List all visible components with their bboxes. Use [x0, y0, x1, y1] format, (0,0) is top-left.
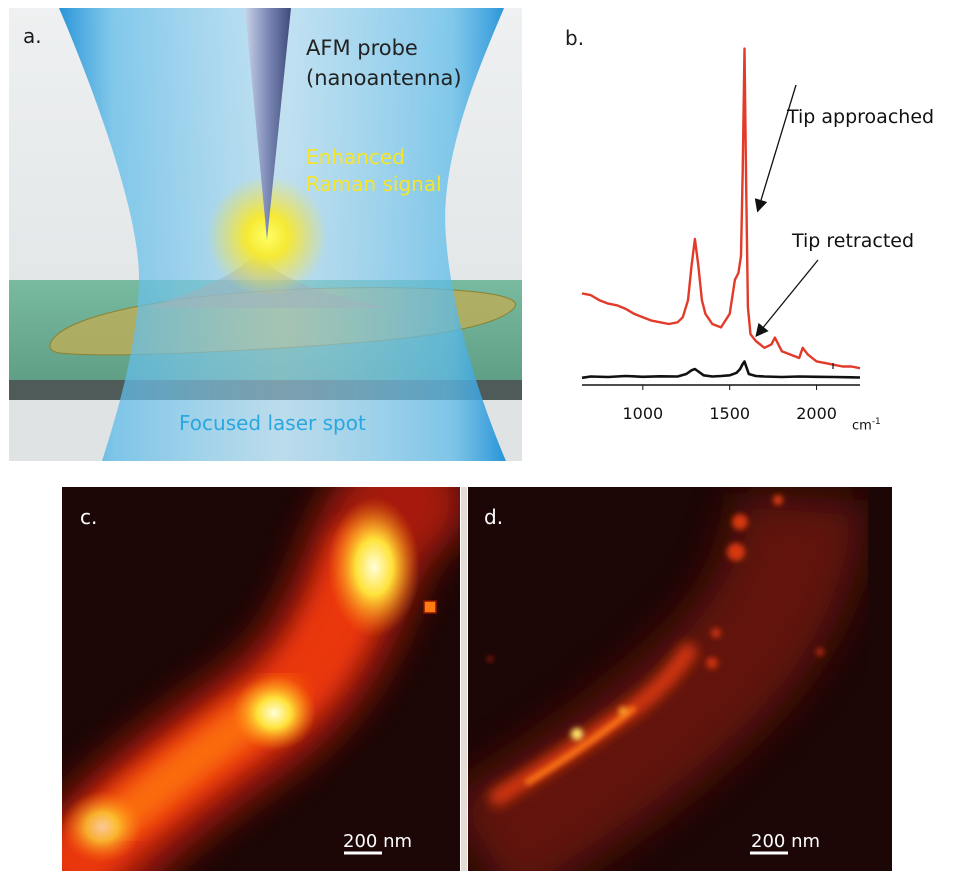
annotation-tip-approached: Tip approached — [787, 106, 935, 128]
panel-b-label: b. — [565, 26, 585, 50]
unit-text: cm — [852, 418, 872, 434]
panel-d-tip-enhanced-image: d. 200 nm — [468, 487, 892, 871]
x-tick-label: 2000 — [796, 404, 837, 423]
panel-a-label: a. — [23, 24, 42, 48]
tip-enhanced-raman-map — [468, 487, 892, 871]
panel-divider — [461, 487, 467, 871]
raman-spectrum-chart: 1000 1500 2000 — [581, 47, 861, 423]
signal-label-line1: Enhanced — [306, 145, 405, 169]
arrow-tip-approached — [754, 84, 797, 213]
panel-d-label: d. — [484, 505, 504, 529]
spectrum-series — [581, 47, 861, 380]
x-tick-label: 1000 — [622, 404, 663, 423]
signal-label-line2: Raman signal — [306, 172, 442, 196]
series-line-tip-approached — [581, 47, 861, 370]
series-line-tip-retracted — [581, 360, 861, 380]
laser-spot-label: Focused laser spot — [179, 411, 366, 435]
scale-bar-label-d: 200 nm — [751, 831, 821, 852]
unit-exponent: -1 — [871, 417, 881, 427]
x-tick-label: 1500 — [709, 404, 750, 423]
panel-c-label: c. — [80, 505, 98, 529]
tip-enhanced-raman-schematic — [9, 8, 522, 461]
scale-bar-label-c: 200 nm — [343, 831, 413, 852]
annotation-tip-retracted: Tip retracted — [792, 230, 915, 252]
panel-a-schematic: a. AFM probe (nanoantenna) Enhanced Rama… — [9, 8, 522, 461]
panel-b-spectrum: 1000 1500 2000 b. Tip approached Tip retra… — [560, 10, 950, 460]
arrow-tip-retracted — [755, 259, 819, 338]
afm-probe-tip — [245, 8, 291, 240]
probe-label-line2: (nanoantenna) — [306, 66, 462, 90]
x-axis-unit-label: cm-1 — [852, 417, 881, 433]
probe-label-line1: AFM probe — [306, 36, 418, 60]
x-axis-ticks: 1000 1500 2000 — [622, 385, 837, 423]
confocal-raman-map — [62, 487, 460, 871]
panel-c-confocal-image: c. 200 nm — [62, 487, 460, 871]
bright-speck — [423, 600, 437, 614]
